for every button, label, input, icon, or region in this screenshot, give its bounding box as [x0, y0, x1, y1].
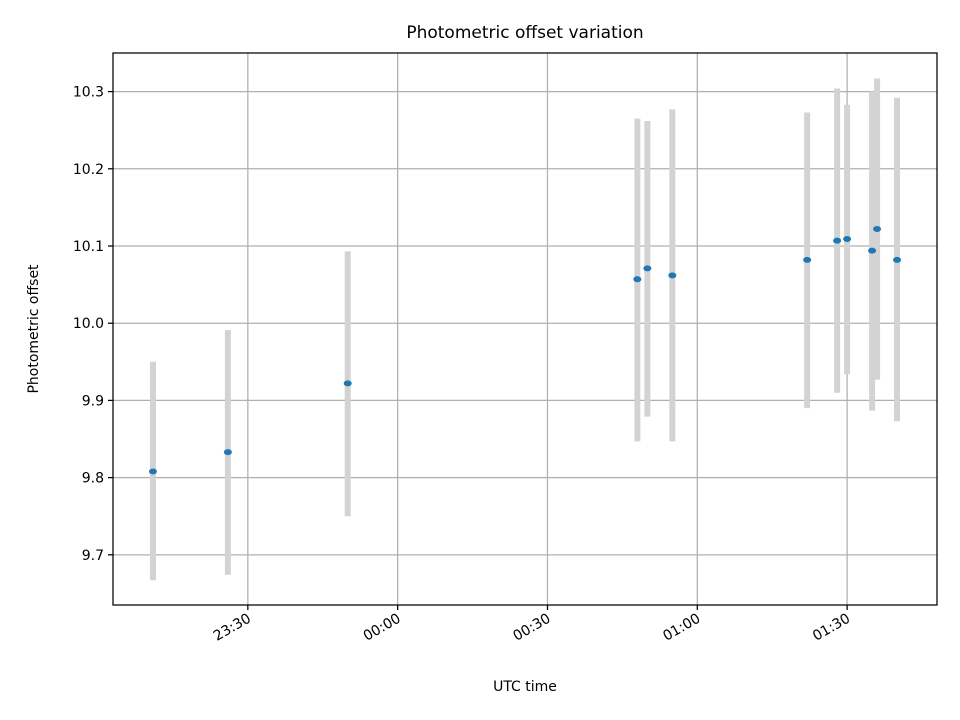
- data-points: [148, 226, 902, 475]
- y-tick-label: 10.2: [73, 162, 104, 178]
- y-tick-label: 9.7: [82, 548, 104, 564]
- data-point: [843, 236, 852, 243]
- data-point: [873, 226, 882, 233]
- data-point: [633, 276, 642, 283]
- data-point: [803, 256, 812, 263]
- y-axis-label: Photometric offset: [26, 264, 42, 394]
- data-point: [343, 380, 352, 387]
- errorbars: [149, 78, 901, 581]
- data-point: [893, 256, 902, 263]
- x-tick-label: 00:00: [361, 611, 404, 645]
- y-axis: 9.7 9.8 9.9 10.0 10.1 10.2 10.3: [73, 85, 113, 564]
- x-tick-label: 00:30: [511, 611, 554, 645]
- x-axis-label: UTC time: [493, 679, 557, 695]
- x-tick-label: 23:30: [211, 611, 254, 645]
- data-point: [643, 265, 652, 272]
- y-tick-label: 10.1: [73, 239, 104, 255]
- y-tick-label: 9.9: [82, 393, 104, 409]
- data-point: [148, 468, 157, 475]
- y-tick-label: 9.8: [82, 471, 104, 487]
- x-tick-label: 01:00: [660, 611, 703, 645]
- data-point: [668, 272, 677, 279]
- plot-frame: [112, 52, 938, 606]
- data-point: [868, 247, 877, 254]
- data-point: [223, 449, 232, 456]
- y-tick-label: 10.3: [73, 85, 104, 101]
- y-tick-label: 10.0: [73, 316, 104, 332]
- data-point: [833, 237, 842, 244]
- x-axis: 23:30 00:00 00:30 01:00 01:30: [211, 605, 853, 645]
- chart-title: Photometric offset variation: [406, 23, 643, 43]
- grid: [113, 53, 937, 605]
- x-tick-label: 01:30: [810, 611, 853, 645]
